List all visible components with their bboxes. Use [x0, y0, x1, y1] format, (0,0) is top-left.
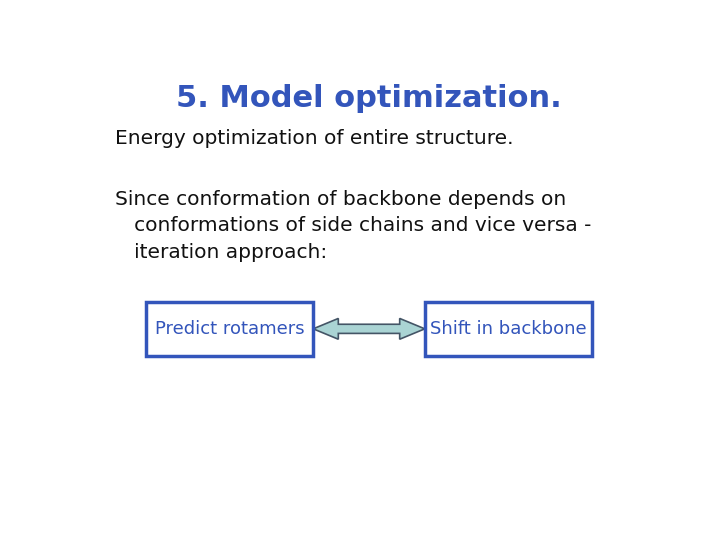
Text: Energy optimization of entire structure.: Energy optimization of entire structure. [115, 129, 513, 149]
FancyBboxPatch shape [425, 302, 592, 356]
Text: 5. Model optimization.: 5. Model optimization. [176, 84, 562, 112]
Text: Shift in backbone: Shift in backbone [430, 320, 587, 338]
FancyBboxPatch shape [145, 302, 313, 356]
Polygon shape [313, 319, 425, 339]
Text: Since conformation of backbone depends on
   conformations of side chains and vi: Since conformation of backbone depends o… [115, 190, 592, 261]
Text: Predict rotamers: Predict rotamers [155, 320, 305, 338]
